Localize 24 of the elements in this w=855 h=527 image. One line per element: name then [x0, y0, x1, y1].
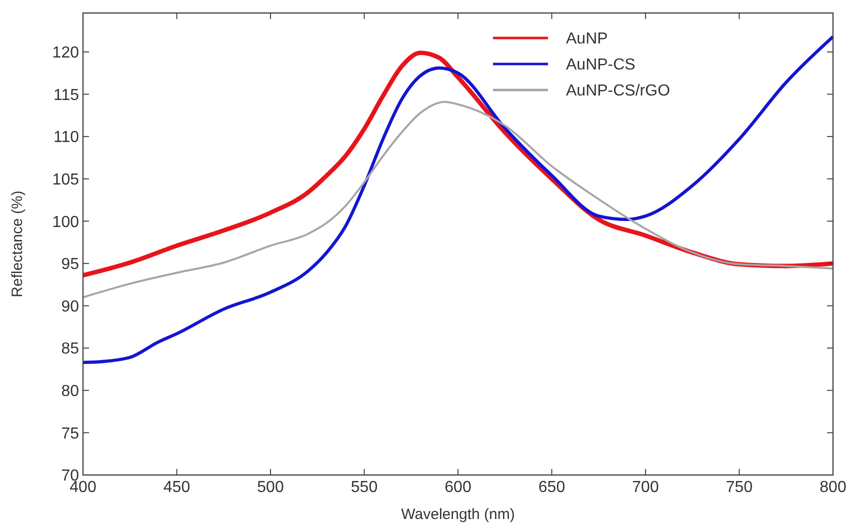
- x-tick-label: 800: [820, 479, 846, 496]
- line-series: [82, 100, 834, 298]
- y-tick-label: 85: [61, 340, 80, 358]
- y-tick-label: 80: [61, 382, 80, 400]
- y-tick-label: 115: [53, 86, 80, 104]
- y-tick-label: 100: [52, 214, 80, 231]
- x-tick-label: 550: [350, 479, 378, 496]
- x-axis-title: Wavelength (nm): [401, 506, 515, 523]
- x-tick-label: 750: [726, 479, 753, 496]
- x-tick-label: 700: [632, 479, 659, 496]
- legend-label: AuNP-CS/rGO: [566, 82, 670, 100]
- y-tick-label: 95: [61, 256, 80, 274]
- y-tick-label: 75: [61, 425, 80, 442]
- y-tick-label: 105: [52, 171, 80, 188]
- x-tick-label: 500: [257, 479, 284, 496]
- y-tick-label: 120: [52, 44, 80, 62]
- x-tick-label: 650: [538, 479, 566, 496]
- legend-label: AuNP-CS: [566, 56, 636, 74]
- x-tick-label: 450: [163, 479, 190, 496]
- y-tick-label: 110: [53, 129, 80, 146]
- legend-label: AuNP: [566, 30, 608, 48]
- x-tick-label: 600: [444, 479, 472, 496]
- y-tick-label: 90: [61, 298, 80, 316]
- y-axis-title: Reflectance (%): [9, 190, 26, 298]
